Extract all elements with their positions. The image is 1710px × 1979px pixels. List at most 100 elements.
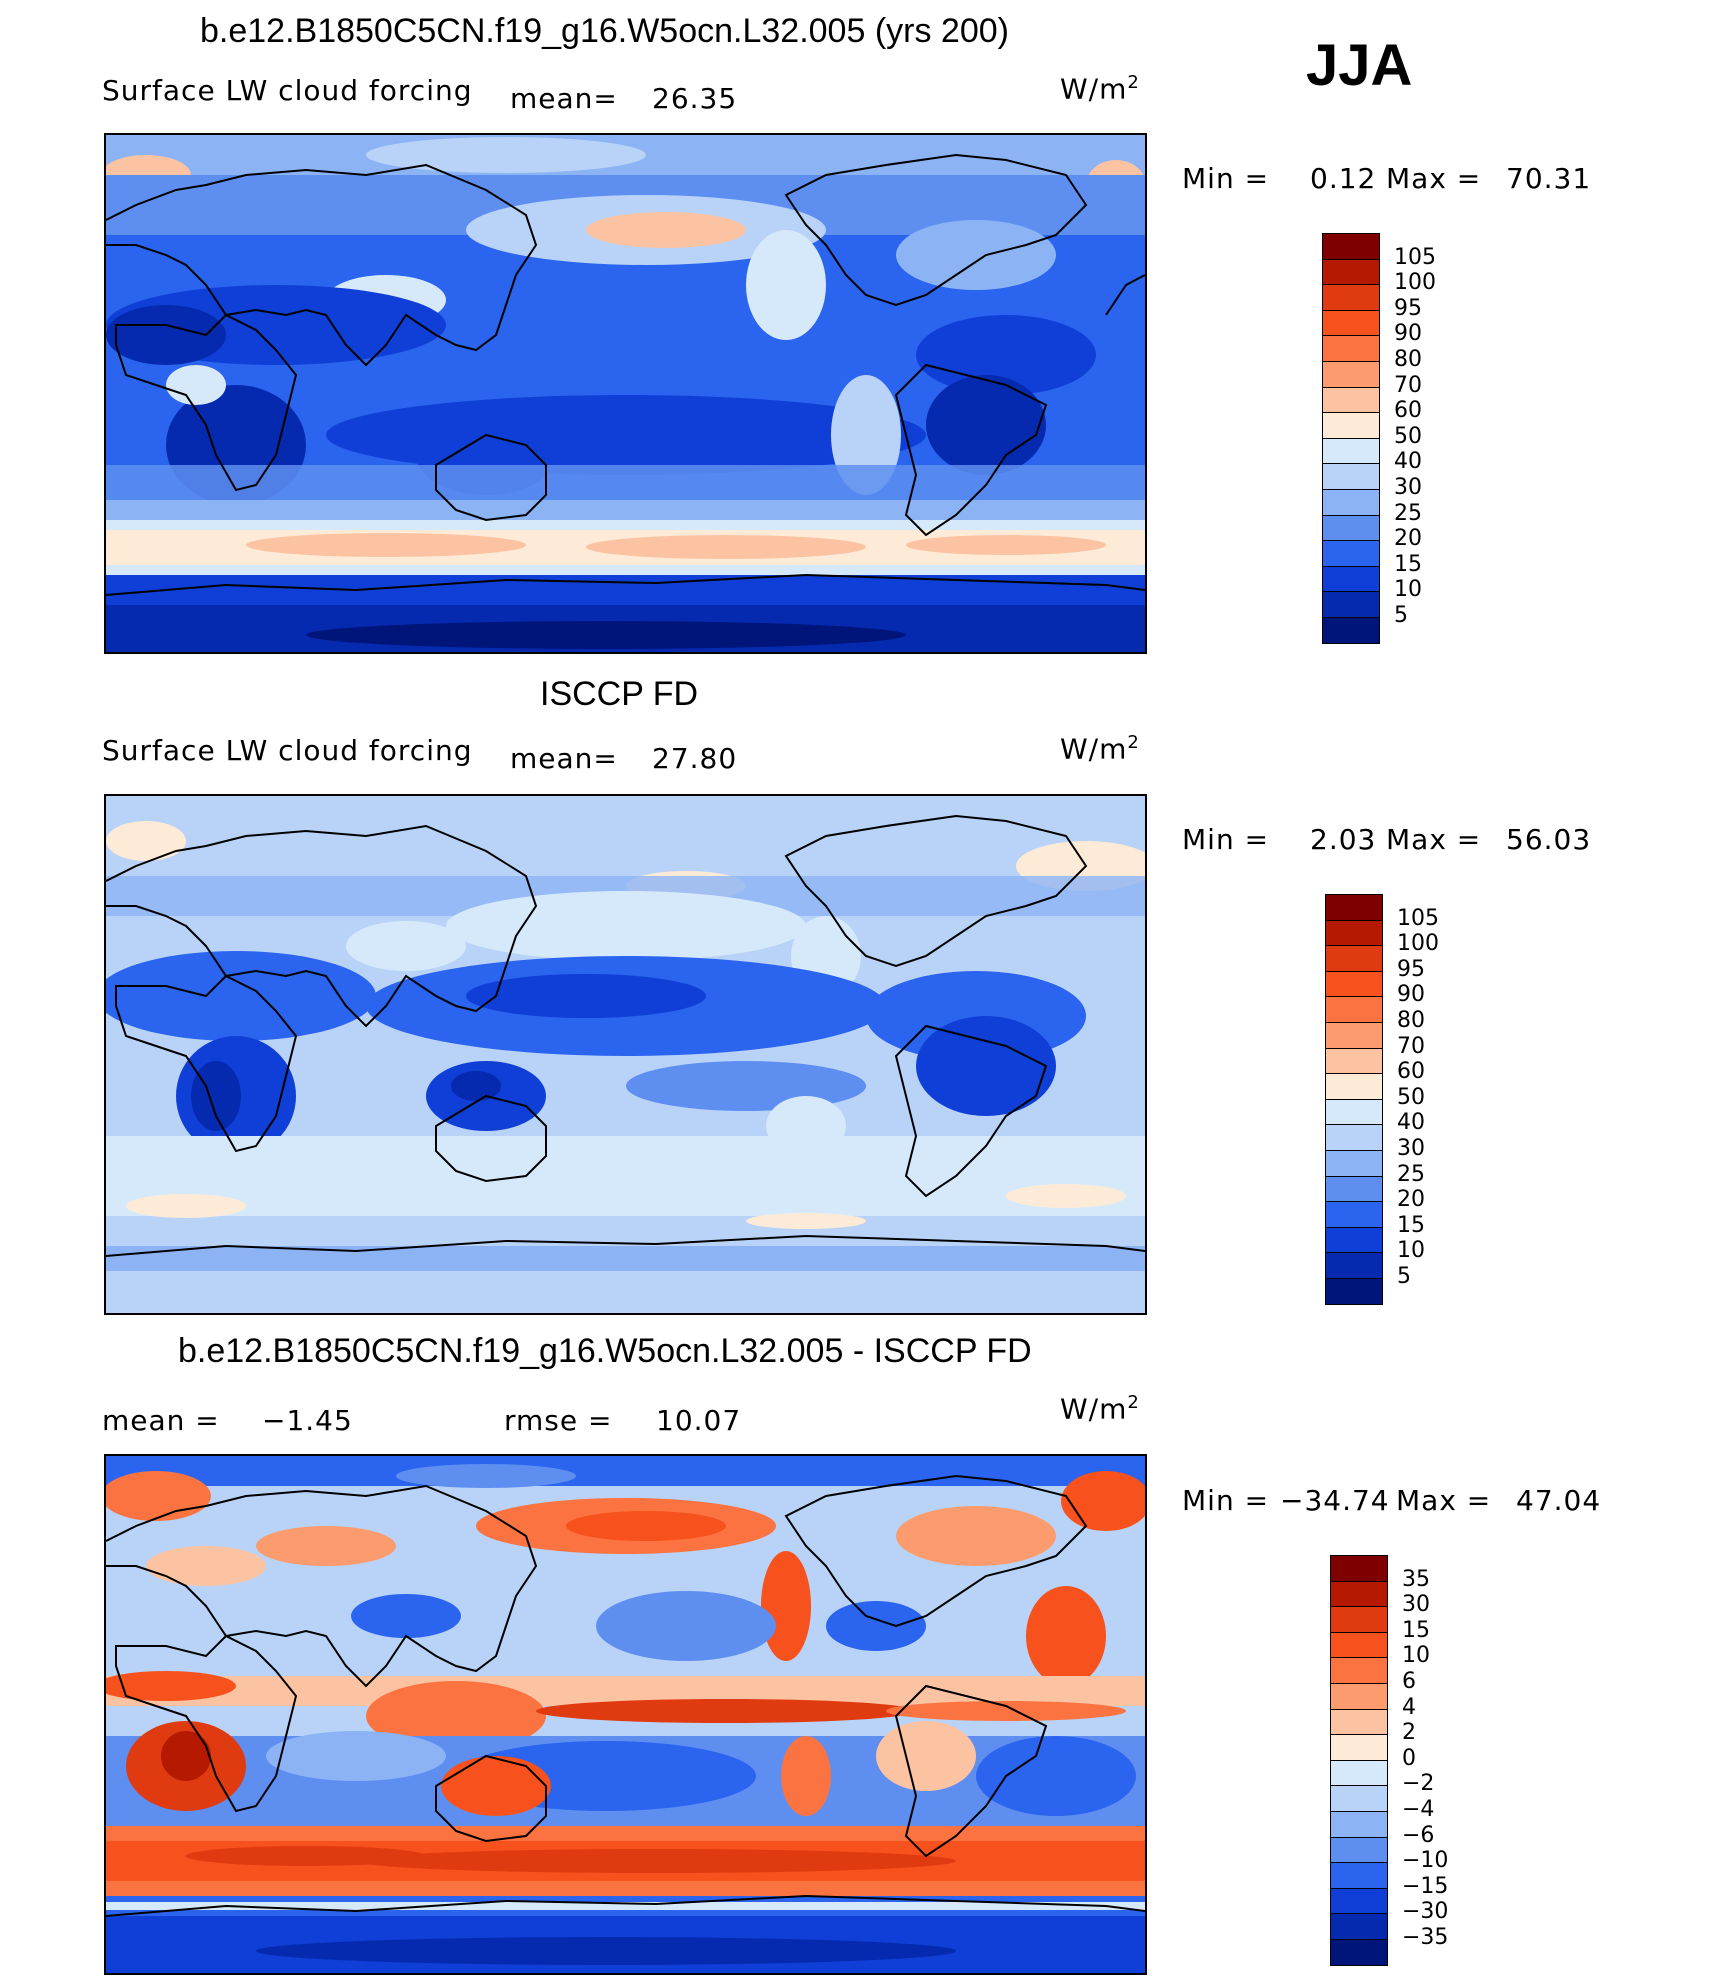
colorbar-swatch [1325, 1022, 1383, 1049]
field-patch [536, 1699, 916, 1723]
field-antarctic-core [106, 1271, 1145, 1313]
colorbar-tick-label: 100 [1397, 931, 1439, 957]
field-patch [886, 1701, 1126, 1721]
colorbar-swatch [1330, 1836, 1388, 1864]
field-patch [191, 1061, 241, 1131]
panel-1-map [104, 133, 1147, 654]
colorbar-swatch [1330, 1887, 1388, 1915]
panel-1-units: W/m2 [1060, 72, 1140, 105]
colorbar-swatch [1325, 1150, 1383, 1177]
panel-3-map [104, 1454, 1147, 1975]
colorbar-swatch [1325, 1047, 1383, 1075]
coast-north-america [784, 814, 1088, 968]
panel-1-title: b.e12.B1850C5CN.f19_g16.W5ocn.L32.005 (y… [200, 12, 1009, 50]
colorbar-swatch [1325, 1124, 1383, 1151]
colorbar-swatch [1322, 463, 1380, 490]
field-patch [106, 821, 186, 861]
colorbar-swatch [1325, 970, 1383, 998]
field-patch [186, 1846, 426, 1866]
field-patch [896, 1506, 1056, 1566]
colorbar-tick-label: 30 [1397, 1136, 1425, 1161]
panel-3-max-label: Max = [1396, 1484, 1492, 1517]
field-patch [106, 305, 226, 365]
panel-3-max-value: 47.04 [1516, 1484, 1602, 1517]
coast-africa [115, 1634, 298, 1813]
colorbar-tick-label: 10 [1394, 577, 1422, 603]
panel-3-mean-value: −1.45 [262, 1404, 353, 1437]
colorbar-tick-label: 25 [1397, 1161, 1425, 1187]
colorbar-swatch [1325, 1278, 1383, 1305]
panel-3-min-label: Min = [1182, 1484, 1270, 1517]
panel-1-mean-label: mean= [510, 82, 618, 115]
units-text: W/m [1060, 732, 1128, 766]
colorbar-swatch [1330, 1939, 1388, 1966]
colorbar-swatch [1322, 514, 1380, 542]
panel-3-min-value: −34.74 [1280, 1484, 1390, 1517]
coast-antarctica [106, 573, 1145, 596]
coastlines [106, 1474, 1145, 1917]
field-patch [161, 1731, 211, 1781]
colorbar-swatch [1325, 1226, 1383, 1254]
colorbar-tick-label: 80 [1394, 347, 1422, 372]
field-patch [356, 1849, 956, 1873]
colorbar-tick-label: −30 [1402, 1899, 1449, 1925]
field-patch [146, 1546, 266, 1586]
colorbar-tick-label: 90 [1397, 982, 1425, 1008]
colorbar-swatch [1322, 361, 1380, 388]
colorbar-swatch [1330, 1734, 1388, 1761]
panel-1-max-value: 70.31 [1506, 162, 1592, 195]
coastlines [106, 153, 1145, 596]
panel-1-mean-value: 26.35 [652, 82, 738, 115]
coast-south-america [894, 1024, 1048, 1198]
field-patch [246, 533, 526, 557]
colorbar-swatch [1325, 1098, 1383, 1126]
colorbar-swatch [1325, 1201, 1383, 1228]
units-superscript: 2 [1127, 1392, 1140, 1413]
colorbar-swatch [1322, 591, 1380, 618]
colorbar-tick-label: 100 [1394, 270, 1436, 296]
colorbar-tick-label: 0 [1402, 1745, 1416, 1771]
colorbar-swatch [1330, 1580, 1388, 1608]
colorbar-swatch [1325, 996, 1383, 1023]
field-patch [441, 1756, 551, 1816]
field-patch [566, 1511, 726, 1541]
panel-3-mean-label: mean = [102, 1404, 220, 1437]
season-label: JJA [1306, 33, 1413, 98]
field-patch [926, 375, 1046, 475]
colorbar-swatch [1330, 1811, 1388, 1838]
colorbar-swatch [1322, 284, 1380, 311]
colorbar-tick-label: 10 [1397, 1238, 1425, 1264]
colorbar-tick-label: 80 [1397, 1008, 1425, 1033]
colorbar-swatch [1330, 1555, 1388, 1582]
panel-1-max-label: Max = [1386, 162, 1482, 195]
coast-antarctica [106, 1894, 1145, 1917]
colorbar-tick-label: −35 [1402, 1925, 1449, 1950]
colorbar-tick-label: 10 [1402, 1643, 1430, 1669]
panel-2-title: ISCCP FD [540, 675, 699, 713]
panel-3-map-svg [106, 1456, 1145, 1973]
field-edge [106, 1902, 1145, 1910]
colorbar-tick-label: −4 [1402, 1797, 1435, 1822]
colorbar-swatch [1322, 335, 1380, 362]
panel-2-min-label: Min = [1182, 823, 1270, 856]
colorbar-tick-label: 40 [1397, 1110, 1425, 1136]
colorbar-swatch [1330, 1862, 1388, 1889]
colorbar-tick-label: 2 [1402, 1720, 1416, 1746]
colorbar-swatch [1330, 1683, 1388, 1710]
units-text: W/m [1060, 72, 1128, 106]
field-sh-subtropics [106, 1136, 1145, 1216]
coastlines [106, 814, 1145, 1257]
field-patch [746, 230, 826, 340]
field-patch [906, 535, 1106, 555]
colorbar-swatch [1322, 617, 1380, 644]
colorbar-swatch [1330, 1606, 1388, 1633]
colorbar-tick-label: 15 [1397, 1212, 1425, 1238]
colorbar-tick-label: −15 [1402, 1873, 1449, 1899]
colorbar-tick-label: 30 [1394, 475, 1422, 500]
colorbar-tick-label: 25 [1394, 500, 1422, 526]
colorbar-tick-label: 4 [1402, 1694, 1416, 1720]
field-patch [106, 1671, 236, 1701]
panel-2-map [104, 794, 1147, 1315]
colorbar-tick-label: 40 [1394, 449, 1422, 475]
colorbar-tick-label: 5 [1397, 1264, 1411, 1289]
